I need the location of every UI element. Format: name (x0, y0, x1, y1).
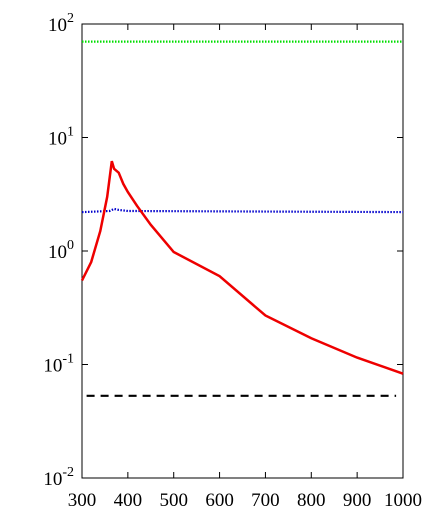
series-line (81, 207, 404, 214)
x-tick-label: 900 (343, 490, 372, 511)
y-tick-label: 100 (48, 238, 74, 263)
x-tick-label: 500 (159, 490, 188, 511)
x-tick-label: 1000 (384, 490, 422, 511)
x-tick-label: 400 (114, 490, 143, 511)
plot-frame (81, 23, 404, 479)
y-tick-label: 10-2 (43, 465, 74, 490)
x-tick-label: 800 (297, 490, 326, 511)
y-tick-label: 101 (48, 125, 74, 150)
series-line (80, 160, 404, 375)
y-tick-label: 10-1 (43, 352, 74, 377)
x-tick-label: 300 (68, 490, 97, 511)
y-tick-label: 102 (48, 11, 74, 36)
x-tick-label: 700 (251, 490, 280, 511)
x-tick-label: 600 (205, 490, 234, 511)
